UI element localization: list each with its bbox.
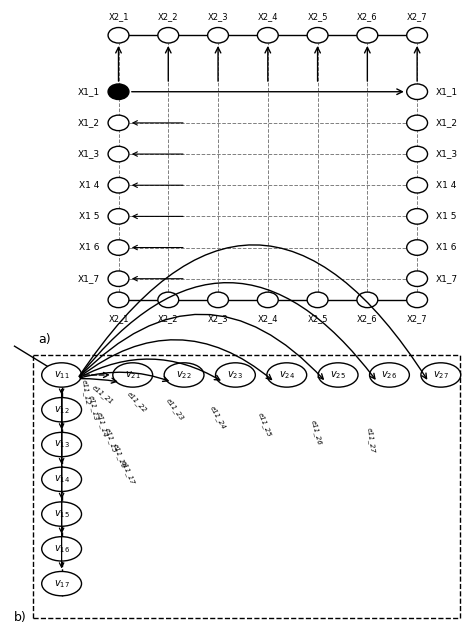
Circle shape — [407, 84, 428, 100]
Text: e11_12: e11_12 — [80, 379, 91, 406]
Circle shape — [307, 292, 328, 307]
Text: b): b) — [14, 611, 27, 624]
Text: $v_{21}$: $v_{21}$ — [125, 369, 141, 381]
Text: X2_3: X2_3 — [208, 314, 228, 323]
Text: X1_2: X1_2 — [78, 118, 100, 127]
Circle shape — [42, 467, 82, 491]
Text: X1_2: X1_2 — [436, 118, 458, 127]
Text: $v_{15}$: $v_{15}$ — [54, 508, 70, 520]
Circle shape — [407, 178, 428, 193]
Text: e11_23: e11_23 — [165, 398, 186, 422]
Circle shape — [108, 84, 129, 100]
Circle shape — [42, 398, 82, 422]
Text: X2_6: X2_6 — [357, 314, 378, 323]
Circle shape — [42, 502, 82, 526]
Text: X2_5: X2_5 — [307, 314, 328, 323]
Text: X2_4: X2_4 — [257, 12, 278, 21]
Circle shape — [164, 363, 204, 387]
Text: e11_27: e11_27 — [366, 427, 376, 454]
Text: $v_{25}$: $v_{25}$ — [330, 369, 346, 381]
Text: X1_1: X1_1 — [77, 87, 100, 96]
Circle shape — [257, 28, 278, 43]
Text: e11_21: e11_21 — [91, 384, 114, 405]
Circle shape — [407, 292, 428, 307]
Text: X2_1: X2_1 — [108, 314, 129, 323]
Circle shape — [108, 209, 129, 224]
Circle shape — [208, 28, 228, 43]
Text: X1 6: X1 6 — [436, 243, 456, 252]
Circle shape — [208, 292, 228, 307]
Circle shape — [108, 28, 129, 43]
Circle shape — [42, 432, 82, 457]
Text: X2_2: X2_2 — [158, 314, 179, 323]
Text: X1 4: X1 4 — [436, 181, 456, 190]
Text: X1_3: X1_3 — [77, 149, 100, 159]
Text: $v_{23}$: $v_{23}$ — [228, 369, 243, 381]
Text: e11_16: e11_16 — [112, 443, 127, 469]
Circle shape — [318, 363, 358, 387]
Circle shape — [108, 292, 129, 307]
Circle shape — [407, 240, 428, 255]
Circle shape — [216, 363, 255, 387]
Text: X2_2: X2_2 — [158, 12, 179, 21]
Circle shape — [108, 146, 129, 162]
Text: e11_24: e11_24 — [209, 404, 228, 430]
Text: X2_6: X2_6 — [357, 12, 378, 21]
Text: e11_14: e11_14 — [96, 411, 109, 438]
Text: X1 6: X1 6 — [79, 243, 100, 252]
Circle shape — [357, 28, 378, 43]
Text: e11_26: e11_26 — [309, 420, 322, 446]
Text: X1 5: X1 5 — [436, 212, 456, 221]
Text: X1 4: X1 4 — [79, 181, 100, 190]
Circle shape — [407, 209, 428, 224]
Text: X2_3: X2_3 — [208, 12, 228, 21]
Circle shape — [421, 363, 461, 387]
Text: X2_7: X2_7 — [407, 314, 428, 323]
Circle shape — [407, 271, 428, 287]
Circle shape — [407, 115, 428, 130]
Circle shape — [407, 28, 428, 43]
Text: e11_22: e11_22 — [126, 391, 148, 414]
Text: $v_{27}$: $v_{27}$ — [433, 369, 449, 381]
Text: X1_3: X1_3 — [436, 149, 458, 159]
Text: $v_{24}$: $v_{24}$ — [279, 369, 295, 381]
Circle shape — [158, 28, 179, 43]
Circle shape — [158, 292, 179, 307]
Text: X2_4: X2_4 — [257, 314, 278, 323]
Text: X1_1: X1_1 — [436, 87, 458, 96]
Circle shape — [108, 240, 129, 255]
Text: $v_{11}$: $v_{11}$ — [54, 369, 70, 381]
Text: X2_7: X2_7 — [407, 12, 428, 21]
Circle shape — [267, 363, 307, 387]
Circle shape — [257, 292, 278, 307]
Text: $v_{12}$: $v_{12}$ — [54, 404, 70, 416]
Circle shape — [108, 115, 129, 130]
Text: X1_7: X1_7 — [77, 274, 100, 284]
Text: X1 5: X1 5 — [79, 212, 100, 221]
Text: $v_{13}$: $v_{13}$ — [54, 438, 70, 450]
Text: a): a) — [38, 333, 51, 346]
Text: e11_25: e11_25 — [257, 412, 273, 438]
Circle shape — [42, 537, 82, 561]
Text: $v_{14}$: $v_{14}$ — [54, 473, 70, 485]
Text: X2_5: X2_5 — [307, 12, 328, 21]
Text: $v_{22}$: $v_{22}$ — [176, 369, 192, 381]
Circle shape — [407, 146, 428, 162]
Text: $v_{16}$: $v_{16}$ — [54, 543, 70, 555]
Circle shape — [113, 363, 153, 387]
Circle shape — [42, 363, 82, 387]
Circle shape — [357, 292, 378, 307]
Circle shape — [108, 271, 129, 287]
Text: X2_1: X2_1 — [108, 12, 129, 21]
Text: e11_13: e11_13 — [88, 395, 100, 421]
Circle shape — [307, 28, 328, 43]
Circle shape — [108, 178, 129, 193]
Circle shape — [370, 363, 410, 387]
Text: X1_7: X1_7 — [436, 274, 458, 284]
Text: e11_17: e11_17 — [120, 459, 136, 485]
Circle shape — [42, 571, 82, 596]
Text: e11_15: e11_15 — [104, 427, 118, 454]
Text: $v_{26}$: $v_{26}$ — [382, 369, 398, 381]
Text: $v_{17}$: $v_{17}$ — [54, 578, 70, 590]
